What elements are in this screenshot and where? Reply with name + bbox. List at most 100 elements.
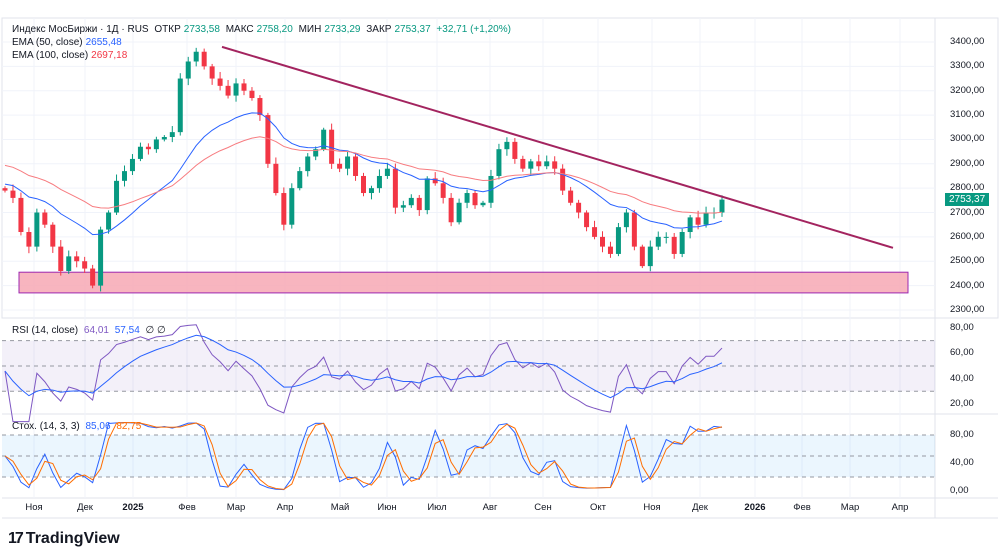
- candle-body: [480, 202, 486, 206]
- price-tick-label: 2800,00: [950, 182, 985, 194]
- price-tick-label: 3300,00: [950, 60, 985, 72]
- x-tick-label: Ноя: [643, 502, 661, 513]
- candle-body: [671, 236, 677, 254]
- rsi-extra: ∅ ∅: [145, 325, 166, 336]
- candle-body: [281, 193, 287, 225]
- candle-body: [576, 202, 582, 213]
- stoch-tick-label: 0,00: [950, 485, 969, 496]
- symbol-legend: Индекс МосБиржи · 1Д · RUS ОТКР 2733,58 М…: [12, 24, 514, 35]
- candle-body: [106, 212, 112, 230]
- candle-body: [440, 183, 446, 198]
- price-tick-label: 3100,00: [950, 109, 985, 121]
- x-tick-label: 2026: [744, 502, 766, 513]
- candle-body: [313, 149, 319, 157]
- candle-body: [544, 161, 550, 167]
- candle-body: [337, 163, 343, 169]
- stoch-k-value: 85,06: [85, 421, 111, 432]
- candle-body: [161, 137, 167, 140]
- candle-body: [153, 139, 159, 150]
- tradingview-logo[interactable]: 17 TradingView: [8, 530, 120, 548]
- candle-body: [225, 85, 231, 96]
- candle-body: [592, 227, 598, 237]
- candle-body: [361, 175, 366, 194]
- candle-body: [552, 161, 558, 169]
- candle-body: [42, 212, 48, 225]
- close-value: 2753,37: [394, 24, 431, 35]
- brand-name: TradingView: [25, 530, 120, 547]
- tradingview-logo-icon: 17: [8, 530, 24, 547]
- candle-body: [568, 190, 574, 203]
- candle-body: [448, 197, 454, 223]
- candle-body: [695, 217, 701, 225]
- symbol-title: Индекс МосБиржи · 1Д · RUS: [12, 24, 149, 35]
- candle-body: [679, 232, 685, 254]
- rsi-ma-line: [4, 334, 723, 399]
- candle-body: [273, 163, 279, 194]
- candle-body: [66, 256, 72, 271]
- candle-body: [400, 205, 406, 208]
- candle-body: [297, 171, 303, 189]
- price-tick-label: 2900,00: [950, 157, 985, 169]
- candle-body: [74, 256, 80, 262]
- candle-body: [600, 236, 605, 247]
- high-value: 2758,20: [256, 24, 293, 35]
- candle-body: [719, 199, 725, 213]
- x-tick-label: Мар: [226, 502, 246, 513]
- candle-body: [655, 236, 661, 247]
- candle-body: [631, 212, 637, 247]
- high-label: МАКС: [225, 24, 254, 35]
- candle-body: [416, 197, 422, 211]
- rsi-legend[interactable]: RSI (14, close) 64,01 57,54 ∅ ∅: [12, 325, 169, 336]
- candle-body: [169, 132, 175, 138]
- last-price-badge: 2753,37: [945, 193, 990, 206]
- x-tick-label: Дек: [77, 502, 93, 513]
- x-tick-label: Окт: [589, 502, 607, 513]
- stoch-label: Стох. (14, 3, 3): [12, 421, 80, 432]
- price-tick-label: 2300,00: [950, 303, 985, 315]
- stoch-tick-label: 80,00: [950, 429, 974, 440]
- candle-body: [504, 141, 510, 150]
- rsi-tick-label: 20,00: [950, 397, 974, 409]
- candle-body: [90, 268, 96, 286]
- stoch-legend[interactable]: Стох. (14, 3, 3) 85,06 82,75: [12, 421, 144, 432]
- close-label: ЗАКР: [366, 24, 392, 35]
- ema50-legend[interactable]: EMA (50, close) 2655,48: [12, 37, 125, 48]
- price-tick-label: 2500,00: [950, 255, 985, 267]
- candle-body: [623, 212, 629, 228]
- rsi-line: [4, 324, 723, 423]
- x-tick-label: Фев: [793, 502, 811, 513]
- candle-body: [472, 193, 478, 206]
- candle-body: [58, 246, 64, 271]
- candle-body: [528, 161, 534, 169]
- ema100-legend[interactable]: EMA (100, close) 2697,18: [12, 50, 130, 61]
- open-label: ОТКР: [154, 24, 181, 35]
- candle-body: [512, 141, 518, 159]
- candle-body: [408, 197, 414, 206]
- rsi-label: RSI (14, close): [12, 325, 79, 336]
- rsi-value: 64,01: [83, 325, 109, 336]
- candle-body: [496, 149, 502, 176]
- candle-body: [464, 193, 470, 203]
- candle-body: [289, 188, 295, 225]
- candle-body: [687, 217, 693, 233]
- x-tick-label: Мар: [840, 502, 860, 513]
- price-tick-label: 2700,00: [950, 206, 985, 218]
- ema50-value: 2655,48: [85, 37, 122, 48]
- candle-body: [98, 229, 104, 286]
- candle-body: [392, 168, 398, 208]
- candle-body: [345, 156, 351, 169]
- candle-body: [584, 212, 590, 228]
- candle-body: [424, 178, 430, 211]
- rsi-ma-value: 57,54: [114, 325, 140, 336]
- candle-body: [249, 90, 255, 99]
- x-tick-label: Ноя: [25, 502, 43, 513]
- price-tick-label: 3200,00: [950, 84, 985, 96]
- candle-body: [18, 197, 24, 233]
- candle-body: [241, 83, 247, 91]
- candle-body: [122, 171, 127, 181]
- candle-body: [321, 129, 327, 150]
- candle-body: [265, 115, 271, 164]
- x-tick-label: Фев: [178, 502, 196, 513]
- support-zone: [18, 271, 909, 294]
